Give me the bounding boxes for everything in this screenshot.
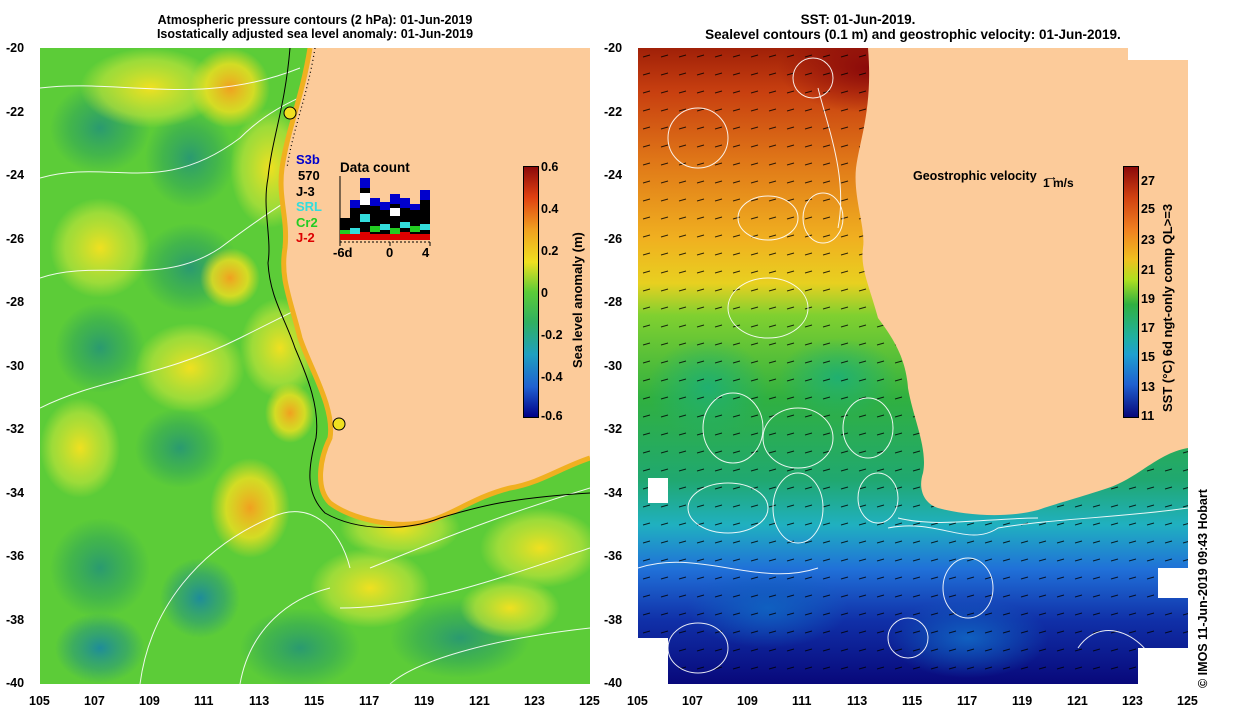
left-x-tick: 121 bbox=[469, 694, 490, 708]
legend-sat-570: 570 bbox=[298, 168, 320, 183]
right-x-tick: 115 bbox=[902, 694, 923, 708]
right-x-tick: 111 bbox=[792, 694, 812, 708]
data-count-axis-zero: 0 bbox=[386, 245, 394, 260]
left-y-tick: -28 bbox=[6, 295, 25, 309]
sst-cbar-tick: 17 bbox=[1141, 321, 1155, 335]
sla-map bbox=[40, 48, 590, 684]
right-x-tick: 123 bbox=[1122, 694, 1143, 708]
right-y-tick: -26 bbox=[604, 232, 623, 246]
no-data-region bbox=[1128, 48, 1188, 60]
left-title-line1: Atmospheric pressure contours (2 hPa): 0… bbox=[157, 13, 473, 27]
right-x-tick: 107 bbox=[682, 694, 703, 708]
coastal-band bbox=[278, 48, 590, 527]
sst-cbar-tick: 23 bbox=[1141, 233, 1155, 247]
data-count-axis-end: 4 bbox=[422, 245, 430, 260]
left-x-tick: 113 bbox=[249, 694, 270, 708]
right-y-tick: -34 bbox=[604, 486, 623, 500]
data-count-axis-start: -6d bbox=[333, 245, 353, 260]
sla-cbar-tick: -0.6 bbox=[541, 409, 563, 423]
right-y-tick: -38 bbox=[604, 613, 623, 627]
left-y-tick: -24 bbox=[6, 168, 25, 182]
left-x-tick: 111 bbox=[194, 694, 214, 708]
sst-cbar-tick: 13 bbox=[1141, 380, 1155, 394]
sla-colorbar bbox=[523, 166, 539, 418]
left-x-tick: 117 bbox=[359, 694, 380, 708]
land-mass bbox=[281, 48, 590, 525]
legend-sat-j2: J-2 bbox=[296, 230, 315, 245]
left-x-tick: 119 bbox=[414, 694, 435, 708]
sla-colorbar-label: Sea level anomaly (m) bbox=[570, 232, 585, 368]
left-y-tick: -38 bbox=[6, 613, 25, 627]
sla-cbar-tick: -0.2 bbox=[541, 328, 563, 342]
left-x-tick: 107 bbox=[84, 694, 105, 708]
sst-map bbox=[638, 48, 1188, 684]
left-x-tick: 115 bbox=[304, 694, 325, 708]
legend-sat-srl: SRL bbox=[296, 199, 322, 214]
right-y-tick: -32 bbox=[604, 422, 623, 436]
right-title-line2: Sealevel contours (0.1 m) and geostrophi… bbox=[705, 27, 1121, 42]
left-y-tick: -40 bbox=[6, 676, 25, 690]
shelf-contour bbox=[265, 48, 590, 528]
sst-colorbar bbox=[1123, 166, 1139, 418]
imos-credit: © IMOS 11-Jun-2019 09:43 Hobart bbox=[1196, 489, 1210, 688]
left-y-tick: -26 bbox=[6, 232, 25, 246]
left-y-tick: -22 bbox=[6, 105, 25, 119]
right-x-tick: 105 bbox=[627, 694, 648, 708]
cloud-mask bbox=[638, 478, 1188, 684]
right-x-tick: 125 bbox=[1177, 694, 1198, 708]
sst-colorbar-label: SST (°C) 6d ngt-only comp QL>=3 bbox=[1160, 203, 1175, 412]
sst-cbar-tick: 21 bbox=[1141, 263, 1155, 277]
sst-cbar-tick: 15 bbox=[1141, 350, 1155, 364]
left-title-line2: Isostatically adjusted sea level anomaly… bbox=[156, 27, 474, 41]
legend-sat-cr2: Cr2 bbox=[296, 215, 318, 230]
sla-cbar-tick: 0.2 bbox=[541, 244, 559, 258]
right-y-tick: -40 bbox=[604, 676, 623, 690]
left-x-tick: 105 bbox=[29, 694, 50, 708]
right-y-tick: -30 bbox=[604, 359, 623, 373]
right-x-tick: 121 bbox=[1067, 694, 1088, 708]
right-y-tick: -22 bbox=[604, 105, 623, 119]
right-y-tick: -24 bbox=[604, 168, 623, 182]
velocity-key-unit: 1 m/s bbox=[1043, 176, 1074, 190]
land-mass bbox=[855, 48, 1188, 516]
tide-gauge-marker bbox=[332, 417, 346, 431]
right-x-tick: 119 bbox=[1012, 694, 1033, 708]
legend-sat-j3: J-3 bbox=[296, 184, 315, 199]
left-x-tick: 123 bbox=[524, 694, 545, 708]
right-y-tick: -20 bbox=[604, 41, 623, 55]
right-y-tick: -36 bbox=[604, 549, 623, 563]
left-y-tick: -30 bbox=[6, 359, 25, 373]
right-x-tick: 109 bbox=[737, 694, 758, 708]
sla-cbar-tick: 0.6 bbox=[541, 160, 559, 174]
right-y-tick: -28 bbox=[604, 295, 623, 309]
right-title-line1: SST: 01-Jun-2019. bbox=[800, 12, 916, 27]
data-count-title: Data count bbox=[340, 160, 410, 175]
sst-cbar-tick: 19 bbox=[1141, 292, 1155, 306]
left-y-tick: -36 bbox=[6, 549, 25, 563]
velocity-key-arrow-icon: → bbox=[1044, 168, 1058, 184]
left-y-tick: -34 bbox=[6, 486, 25, 500]
legend-sat-s3b: S3b bbox=[296, 152, 320, 167]
sla-cbar-tick: 0.4 bbox=[541, 202, 559, 216]
left-x-tick: 125 bbox=[579, 694, 600, 708]
right-x-tick: 113 bbox=[847, 694, 868, 708]
left-y-tick: -32 bbox=[6, 422, 25, 436]
sst-cbar-tick: 27 bbox=[1141, 174, 1155, 188]
sst-cbar-tick: 11 bbox=[1141, 409, 1155, 423]
data-count-histogram bbox=[339, 176, 432, 246]
right-x-tick: 117 bbox=[957, 694, 978, 708]
tide-gauge-marker bbox=[283, 106, 297, 120]
sla-cbar-tick: 0 bbox=[541, 286, 548, 300]
velocity-key-label: Geostrophic velocity bbox=[913, 169, 1037, 183]
left-x-tick: 109 bbox=[139, 694, 160, 708]
left-y-tick: -20 bbox=[6, 41, 25, 55]
sst-cbar-tick: 25 bbox=[1141, 202, 1155, 216]
sla-cbar-tick: -0.4 bbox=[541, 370, 563, 384]
